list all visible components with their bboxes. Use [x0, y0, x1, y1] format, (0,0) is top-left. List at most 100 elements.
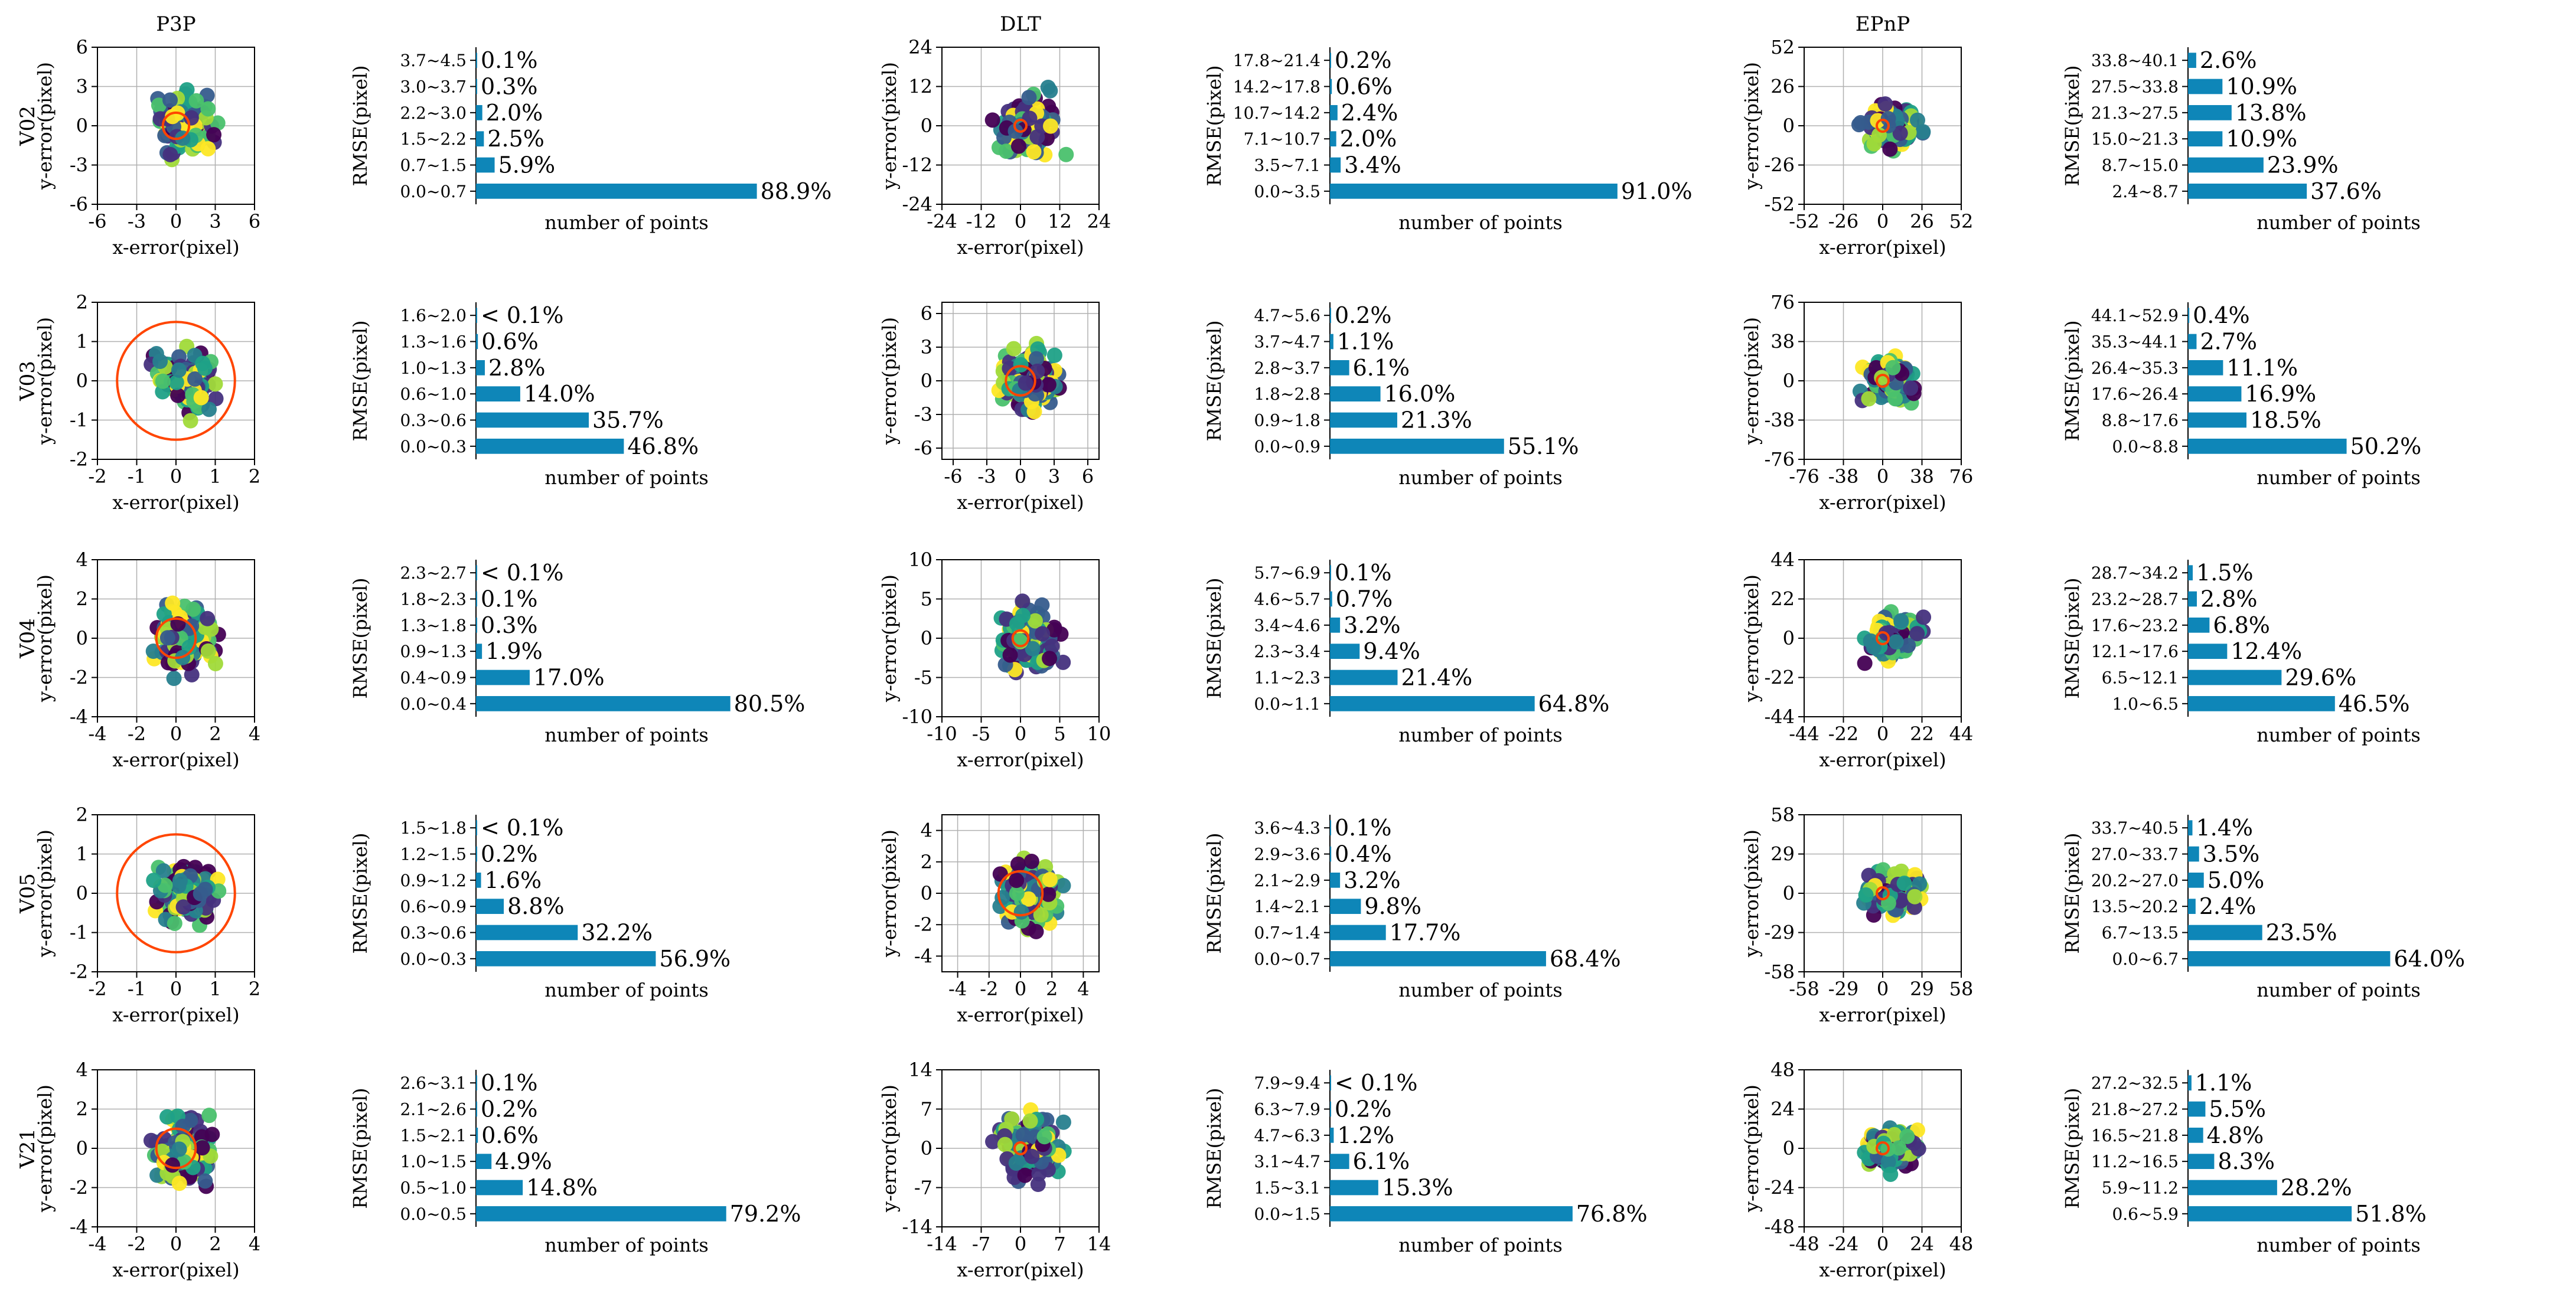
scatter-point — [143, 1132, 159, 1148]
threshold-circle — [997, 870, 1044, 917]
scatter-point — [167, 915, 182, 931]
x-tick-label: -29 — [1828, 978, 1859, 1000]
y-tick-label: 0 — [76, 115, 88, 137]
threshold-circle — [116, 833, 236, 953]
scatter-frame — [97, 559, 255, 717]
bar-value-label: 11.1% — [2226, 355, 2298, 381]
bar-category-label: 15.0~21.3 — [2091, 129, 2179, 149]
bar-value-label: 46.8% — [627, 433, 699, 459]
y-tick-label: -6 — [914, 437, 932, 459]
bar-category-label: 2.9~3.6 — [1254, 845, 1320, 864]
y-tick-label: 4 — [76, 1059, 88, 1081]
scatter-panel: -4-4-2-2002244x-error(pixel)y-error(pixe… — [878, 814, 1100, 1026]
scatter-point — [1021, 90, 1037, 106]
bar — [476, 1154, 492, 1170]
bar-category-label: 0.4~0.9 — [400, 668, 467, 688]
scatter-y-axis-label: y-error(pixel) — [1740, 62, 1763, 190]
x-tick-label: 0 — [1877, 1233, 1889, 1255]
scatter-point — [207, 376, 223, 392]
scatter-panel: -14-14-7-700771414x-error(pixel)y-error(… — [878, 1059, 1111, 1281]
bar — [2188, 1154, 2215, 1170]
bar-value-label: 13.8% — [2235, 100, 2307, 126]
bar-value-label: 0.4% — [2193, 302, 2250, 328]
x-tick-label: -2 — [128, 723, 146, 745]
bar — [1330, 308, 1331, 324]
x-tick-label: -2 — [88, 465, 106, 488]
bar-value-label: 2.5% — [487, 126, 544, 152]
bar-panel: 1.5~1.8 < 0.1% 1.2~1.5 0.2% 0.9~1.2 1.6% 0.6~0… — [349, 815, 731, 1001]
scatter-frame — [941, 559, 1100, 717]
x-tick-label: 2 — [1046, 978, 1058, 1000]
bar-panel: 27.2~32.5 1.1% 21.8~27.2 5.5% 16.5~21.8 4.8% 1… — [2061, 1070, 2427, 1256]
scatter-point — [997, 1137, 1013, 1152]
bar-value-label: 32.2% — [581, 920, 653, 946]
y-tick-label: 48 — [1770, 1059, 1795, 1081]
bar-category-label: 6.7~13.5 — [2102, 923, 2179, 943]
bar-category-label: 1.3~1.6 — [400, 332, 467, 352]
x-tick-label: -24 — [927, 210, 957, 233]
y-tick-label: 0 — [921, 1137, 932, 1160]
scatter-panel: -4-4-2-2002244x-error(pixel)y-error(pixe… — [34, 1059, 260, 1281]
bar-category-label: 0.3~0.6 — [400, 411, 467, 430]
y-tick-label: -3 — [70, 154, 88, 177]
scatter-point — [1882, 141, 1898, 157]
scatter-point — [1041, 886, 1057, 902]
bar-category-label: 2.3~3.4 — [1254, 642, 1320, 661]
scatter-frame — [1804, 47, 1962, 205]
threshold-circle — [1876, 119, 1890, 133]
bar — [1330, 438, 1504, 454]
bar-category-label: 1.5~2.2 — [400, 129, 467, 149]
bar-value-label: 0.1% — [481, 1070, 538, 1096]
scatter-point — [1046, 622, 1062, 638]
bar-category-label: 0.6~0.9 — [400, 897, 467, 916]
y-tick-label: 0 — [1783, 882, 1795, 904]
y-tick-label: 10 — [908, 548, 932, 571]
bar-category-label: 4.7~6.3 — [1254, 1126, 1320, 1145]
bar — [1330, 899, 1361, 915]
scatter-point — [1017, 1167, 1033, 1183]
bar-category-label: 0.0~8.8 — [2112, 437, 2179, 456]
y-tick-label: 0 — [76, 370, 88, 392]
scatter-x-axis-label: x-error(pixel) — [957, 749, 1084, 771]
x-tick-label: -1 — [128, 978, 146, 1000]
scatter-y-axis-label: y-error(pixel) — [1740, 1085, 1763, 1213]
bar-value-label: < 0.1% — [1335, 1070, 1417, 1096]
y-tick-label: 3 — [921, 336, 932, 358]
bar-panel: 28.7~34.2 1.5%23.2~28.7 2.8%17.6~23.2 6.8%1… — [2061, 560, 2421, 746]
scatter-y-axis-label: y-error(pixel) — [1740, 830, 1763, 958]
x-tick-label: 52 — [1949, 210, 1974, 233]
scatter-point — [1018, 375, 1033, 391]
x-tick-label: -5 — [972, 723, 990, 745]
scatter-point — [1020, 891, 1036, 907]
x-tick-label: -2 — [980, 978, 998, 1000]
bar — [476, 53, 477, 68]
x-tick-label: 0 — [170, 465, 182, 488]
bar-category-label: 0.0~0.5 — [400, 1204, 467, 1224]
column-title-dlt: DLT — [1000, 12, 1041, 36]
scatter-x-axis-label: x-error(pixel) — [1819, 236, 1946, 259]
y-tick-label: 58 — [1770, 804, 1795, 826]
bar-y-axis-label: RMSE(pixel) — [1203, 1088, 1225, 1209]
bar-x-axis-label: number of points — [544, 724, 709, 746]
bar-category-label: 0.0~3.5 — [1254, 182, 1320, 201]
x-tick-label: 0 — [170, 723, 182, 745]
x-tick-label: 48 — [1949, 1233, 1974, 1255]
scatter-point — [166, 671, 182, 687]
bar-category-label: 1.0~1.5 — [400, 1152, 467, 1171]
bar-y-axis-label: RMSE(pixel) — [1203, 577, 1225, 698]
bar-category-label: 11.2~16.5 — [2091, 1152, 2179, 1171]
bar — [1330, 53, 1331, 68]
scatter-point — [1010, 856, 1026, 872]
scatter-point — [1013, 357, 1029, 373]
scatter-point — [1009, 886, 1025, 902]
x-tick-label: 5 — [1054, 723, 1065, 745]
bar-value-label: 2.4% — [1341, 100, 1398, 126]
bar-value-label: 4.8% — [2207, 1122, 2264, 1148]
bar-category-label: 1.8~2.3 — [400, 590, 467, 609]
scatter-point — [210, 115, 226, 131]
scatter-point — [171, 1175, 187, 1191]
y-tick-label: -24 — [902, 193, 932, 215]
scatter-y-axis-label: y-error(pixel) — [878, 317, 901, 445]
bar-category-label: 4.7~5.6 — [1254, 306, 1320, 325]
bar-category-label: 3.7~4.7 — [1254, 332, 1320, 352]
